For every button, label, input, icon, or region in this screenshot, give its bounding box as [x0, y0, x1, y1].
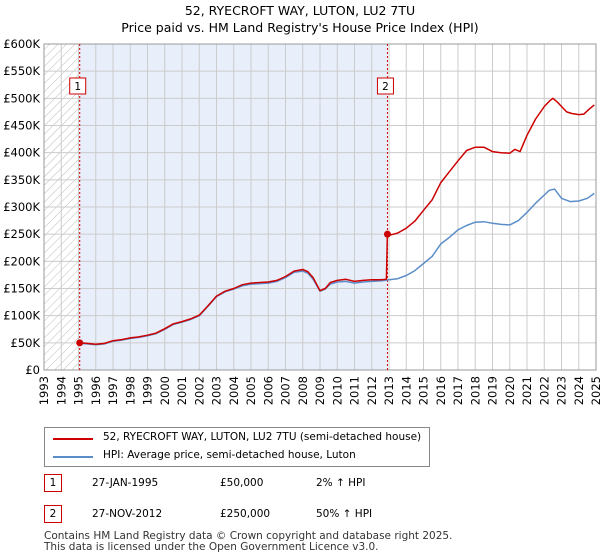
- y-tick-label: £600K: [3, 37, 40, 51]
- price-chart: £0 £50K £100K £150K £200K £250K £300K £350K £400…: [3, 37, 600, 405]
- transaction-price: £50,000: [220, 477, 264, 489]
- transaction-label-box: [69, 77, 87, 95]
- x-tick-label: 2021: [520, 376, 534, 405]
- x-tick-label: 2017: [451, 376, 465, 405]
- chart-subtitle: Price paid vs. HM Land Registry's House …: [121, 20, 479, 35]
- transaction-label-number: 2: [382, 81, 389, 93]
- x-tick-label: 2018: [468, 376, 482, 405]
- x-tick-label: 2011: [348, 376, 362, 405]
- footer-licence: This data is licensed under the Open Gov…: [44, 541, 379, 553]
- legend-swatch-hpi: [53, 456, 93, 458]
- x-tick-label: 2023: [555, 376, 569, 405]
- y-tick-label: £50K: [11, 336, 41, 350]
- x-tick-label: 2002: [192, 376, 206, 405]
- x-tick-label: 1997: [106, 376, 120, 405]
- chart-legend: 52, RYECROFT WAY, LUTON, LU2 7TU (semi-d…: [44, 427, 430, 467]
- transaction-date: 27-JAN-1995: [92, 477, 159, 489]
- x-tick-label: 2005: [244, 376, 258, 405]
- x-tick-label: 2007: [279, 376, 293, 405]
- x-tick-label: 2000: [158, 376, 172, 405]
- transaction-hpi: 2% ↑ HPI: [316, 477, 366, 489]
- y-tick-label: £450K: [3, 119, 40, 133]
- transaction-badge: 2: [44, 505, 62, 523]
- x-tick-label: 2008: [296, 376, 310, 405]
- property-series-line: [79, 97, 595, 345]
- x-tick-label: 2012: [365, 376, 379, 405]
- y-tick-label: £350K: [3, 173, 40, 187]
- legend-swatch-property: [53, 438, 93, 440]
- x-tick-label: 2016: [434, 376, 448, 405]
- x-tick-label: 2022: [537, 376, 551, 405]
- x-tick-label: 1993: [37, 376, 51, 405]
- legend-label-hpi: HPI: Average price, semi-detached house,…: [103, 449, 356, 461]
- transaction-price: £250,000: [220, 508, 271, 520]
- y-tick-label: £0: [25, 363, 40, 377]
- transaction-date: 27-NOV-2012: [92, 508, 163, 520]
- y-tick-label: £150K: [3, 282, 40, 296]
- y-tick-label: £550K: [3, 64, 40, 78]
- x-tick-label: 2004: [227, 376, 241, 405]
- plot-frame: [43, 43, 597, 371]
- y-tick-label: £300K: [3, 200, 40, 214]
- x-tick-label: 2010: [330, 376, 344, 405]
- transaction-hpi: 50% ↑ HPI: [316, 508, 373, 520]
- x-tick-label: 2003: [210, 376, 224, 405]
- transaction-label-number: 1: [74, 81, 81, 93]
- x-tick-label: 2006: [261, 376, 275, 405]
- chart-title: 52, RYECROFT WAY, LUTON, LU2 7TU: [184, 3, 416, 18]
- y-tick-label: £100K: [3, 309, 40, 323]
- x-tick-label: 2014: [399, 376, 413, 405]
- x-tick-label: 2025: [589, 376, 600, 405]
- footer-copyright: Contains HM Land Registry data © Crown c…: [44, 530, 453, 542]
- x-tick-label: 2015: [417, 376, 431, 405]
- x-tick-label: 2013: [382, 376, 396, 405]
- y-tick-label: £200K: [3, 254, 40, 268]
- x-tick-label: 1998: [123, 376, 137, 405]
- sale-point: [76, 339, 84, 347]
- transaction-badge: 1: [44, 474, 62, 492]
- legend-label-property: 52, RYECROFT WAY, LUTON, LU2 7TU (semi-d…: [103, 431, 422, 443]
- y-tick-label: £400K: [3, 146, 40, 160]
- x-tick-label: 1996: [89, 376, 103, 405]
- x-tick-label: 1999: [141, 376, 155, 405]
- y-tick-label: £250K: [3, 227, 40, 241]
- x-tick-label: 1994: [54, 376, 68, 405]
- x-tick-label: 2024: [572, 376, 586, 405]
- footer: Contains HM Land Registry data © Crown c…: [44, 531, 452, 553]
- x-tick-label: 1995: [72, 376, 86, 405]
- x-tick-label: 2009: [313, 376, 327, 405]
- transaction-label-box: [376, 77, 394, 95]
- sale-point: [383, 230, 391, 238]
- x-tick-label: 2020: [503, 376, 517, 405]
- x-tick-label: 2019: [486, 376, 500, 405]
- y-tick-label: £500K: [3, 91, 40, 105]
- x-tick-label: 2001: [175, 376, 189, 405]
